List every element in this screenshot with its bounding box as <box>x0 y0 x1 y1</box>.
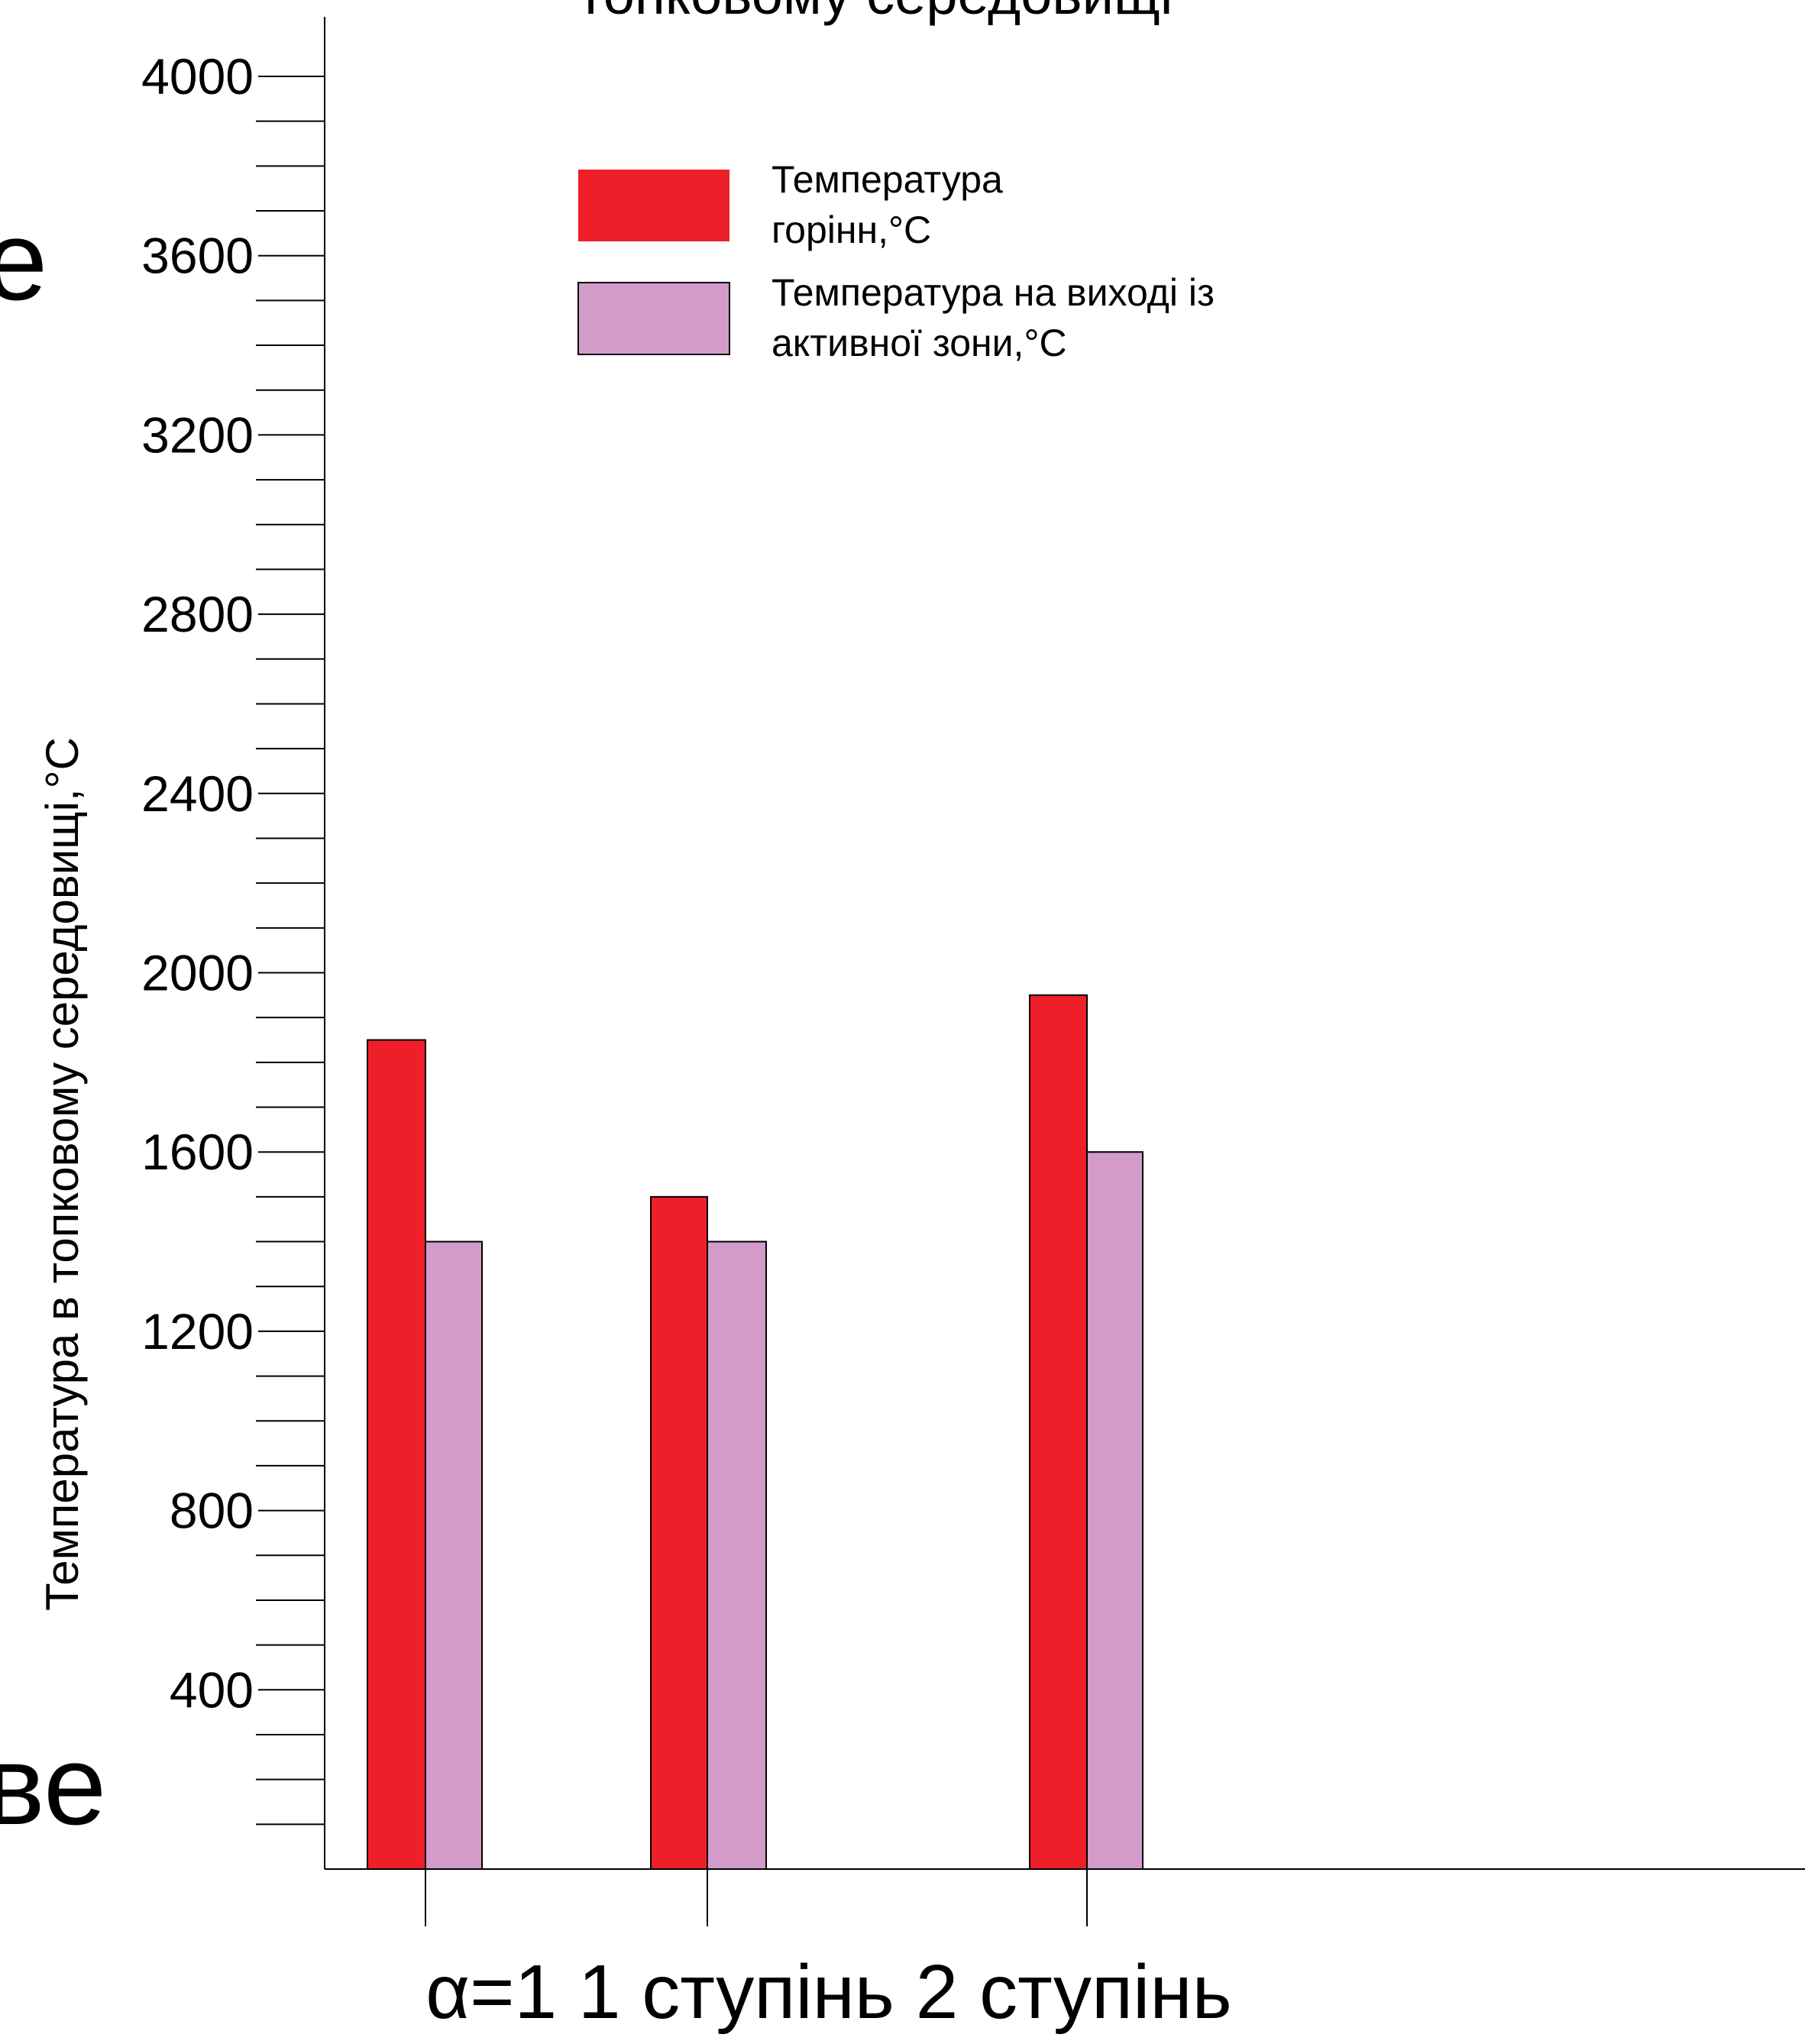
legend-label-line: активної зони,°C <box>771 322 1067 364</box>
legend-label-line: Температура <box>771 158 1003 201</box>
bar-series-1 <box>367 1039 426 1870</box>
legend-label: Температура горінн,°C <box>771 158 1003 251</box>
y-axis-title: Температура в топковому середовищі,°C <box>37 737 88 1611</box>
legend-label: Температура на виході із активної зони,°C <box>771 271 1215 364</box>
bar-series-1 <box>650 1195 708 1870</box>
legend-swatch <box>578 170 729 241</box>
y-tick-label: 800 <box>170 1483 254 1539</box>
y-tick-label: 3200 <box>141 406 254 463</box>
legend-label-line: горінн,°C <box>771 209 931 251</box>
y-tick-label: 400 <box>170 1661 254 1718</box>
background-fragments: е ве <box>0 198 106 1848</box>
legend-label-line: Температура на виході із <box>771 271 1215 314</box>
background-fragment-bottom: ве <box>0 1722 106 1848</box>
axes: 400 800 1200 1600 2000 2400 2800 3200 3600 4000 <box>141 17 1805 1870</box>
y-tick-label: 3600 <box>141 228 254 284</box>
bar-series-2 <box>425 1240 483 1871</box>
chart-title-fragment: топковому середовищі <box>578 0 1173 26</box>
y-tick-label: 4000 <box>141 48 254 105</box>
y-tick-label: 1600 <box>141 1124 254 1180</box>
x-category-labels: α=1 1 ступінь 2 ступінь <box>425 1949 1231 2035</box>
x-category-label: 2 ступінь <box>894 1949 1232 2035</box>
bar-series-2 <box>1086 1151 1143 1870</box>
bar-series-1 <box>1029 994 1088 1870</box>
background-fragment-top: е <box>0 198 47 324</box>
bar-series-2 <box>707 1240 767 1871</box>
x-category-label: α=1 <box>425 1949 557 2035</box>
y-tick-label: 2400 <box>141 765 254 822</box>
legend: Температура горінн,°C Температура на виход… <box>577 158 1215 364</box>
y-tick-label: 1200 <box>141 1303 254 1360</box>
bars: α=1 1 ступінь 2 ступінь <box>367 994 1232 2035</box>
y-tick-label: 2800 <box>141 586 254 642</box>
y-tick-label: 2000 <box>141 945 254 1001</box>
legend-swatch <box>577 282 730 355</box>
x-category-label: 1 ступінь <box>557 1949 894 2035</box>
